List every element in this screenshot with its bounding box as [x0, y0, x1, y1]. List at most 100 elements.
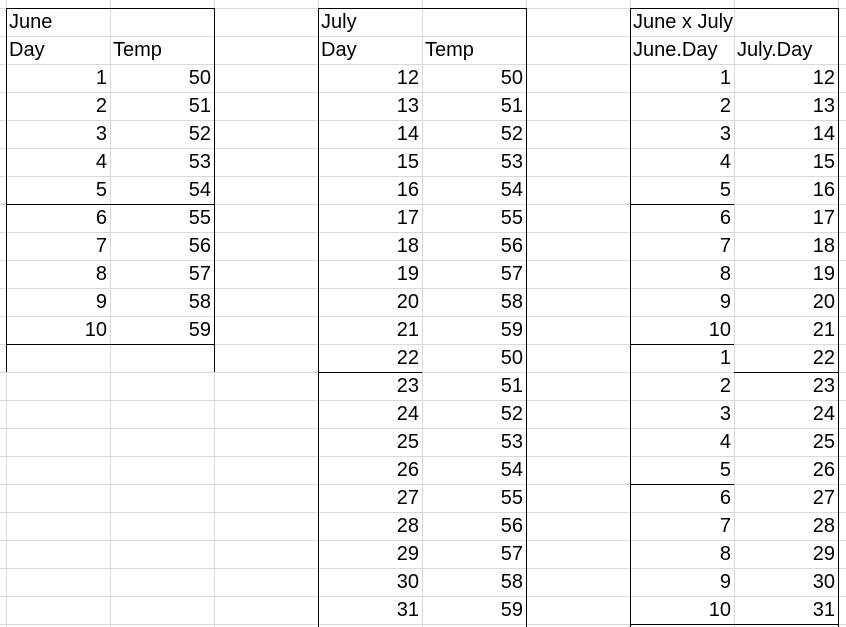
- june-cell[interactable]: 52: [188, 123, 211, 145]
- cross-cell[interactable]: 30: [812, 571, 835, 593]
- july-cell[interactable]: 25: [396, 431, 419, 453]
- july-cell[interactable]: 55: [500, 487, 523, 509]
- cross-cell[interactable]: 8: [719, 543, 731, 565]
- cross-cell[interactable]: 24: [812, 403, 835, 425]
- cross-cell[interactable]: 28: [812, 515, 835, 537]
- june-cell[interactable]: 2: [95, 95, 107, 117]
- july-cell[interactable]: 58: [500, 571, 523, 593]
- july-table-title[interactable]: July: [321, 11, 357, 33]
- july-cell[interactable]: 57: [500, 263, 523, 285]
- cross-cell[interactable]: 16: [812, 179, 835, 201]
- july-cell[interactable]: 22: [396, 347, 419, 369]
- cross-cell[interactable]: 22: [812, 347, 835, 369]
- july-cell[interactable]: 28: [396, 515, 419, 537]
- cross-cell[interactable]: 20: [812, 291, 835, 313]
- cross-cell[interactable]: 5: [719, 179, 731, 201]
- july-cell[interactable]: 53: [500, 151, 523, 173]
- july-header-col1[interactable]: Day: [321, 39, 357, 61]
- june-cell[interactable]: 51: [188, 95, 211, 117]
- cross-cell[interactable]: 2: [719, 95, 731, 117]
- july-cell[interactable]: 23: [396, 375, 419, 397]
- july-cell[interactable]: 21: [396, 319, 419, 341]
- june-cell[interactable]: 3: [95, 123, 107, 145]
- cross-cell[interactable]: 7: [719, 515, 731, 537]
- july-cell[interactable]: 26: [396, 459, 419, 481]
- july-cell[interactable]: 16: [396, 179, 419, 201]
- july-cell[interactable]: 51: [500, 375, 523, 397]
- june-cell[interactable]: 5: [95, 179, 107, 201]
- july-cell[interactable]: 54: [500, 459, 523, 481]
- cross-cell[interactable]: 8: [719, 263, 731, 285]
- july-cell[interactable]: 20: [396, 291, 419, 313]
- cross-table-title[interactable]: June x July: [633, 11, 734, 33]
- june-cell[interactable]: 1: [95, 67, 107, 89]
- july-cell[interactable]: 54: [500, 179, 523, 201]
- cross-cell[interactable]: 12: [812, 67, 835, 89]
- june-cell[interactable]: 56: [188, 235, 211, 257]
- july-cell[interactable]: 31: [396, 599, 419, 621]
- cross-cell[interactable]: 15: [812, 151, 835, 173]
- june-cell[interactable]: 8: [95, 263, 107, 285]
- cross-cell[interactable]: 4: [719, 431, 731, 453]
- june-cell[interactable]: 50: [188, 67, 211, 89]
- cross-cell[interactable]: 26: [812, 459, 835, 481]
- cross-header-col1[interactable]: June.Day: [633, 39, 718, 61]
- cross-cell[interactable]: 2: [719, 375, 731, 397]
- july-cell[interactable]: 50: [500, 347, 523, 369]
- cross-cell[interactable]: 14: [812, 123, 835, 145]
- july-cell[interactable]: 57: [500, 543, 523, 565]
- cross-cell[interactable]: 9: [719, 291, 731, 313]
- june-cell[interactable]: 6: [95, 207, 107, 229]
- july-cell[interactable]: 51: [500, 95, 523, 117]
- cross-cell[interactable]: 1: [719, 347, 731, 369]
- june-cell[interactable]: 54: [188, 179, 211, 201]
- cross-cell[interactable]: 9: [719, 571, 731, 593]
- july-cell[interactable]: 13: [396, 95, 419, 117]
- june-cell[interactable]: 53: [188, 151, 211, 173]
- cross-cell[interactable]: 17: [812, 207, 835, 229]
- july-cell[interactable]: 52: [500, 123, 523, 145]
- cross-cell[interactable]: 29: [812, 543, 835, 565]
- july-cell[interactable]: 12: [396, 67, 419, 89]
- cross-cell[interactable]: 6: [719, 487, 731, 509]
- june-header-col2[interactable]: Temp: [113, 39, 162, 61]
- cross-cell[interactable]: 7: [719, 235, 731, 257]
- july-cell[interactable]: 27: [396, 487, 419, 509]
- cross-cell[interactable]: 4: [719, 151, 731, 173]
- cross-cell[interactable]: 21: [812, 319, 835, 341]
- july-cell[interactable]: 15: [396, 151, 419, 173]
- june-cell[interactable]: 10: [84, 319, 107, 341]
- june-cell[interactable]: 9: [95, 291, 107, 313]
- july-cell[interactable]: 19: [396, 263, 419, 285]
- june-cell[interactable]: 59: [188, 319, 211, 341]
- june-cell[interactable]: 4: [95, 151, 107, 173]
- july-cell[interactable]: 52: [500, 403, 523, 425]
- july-cell[interactable]: 55: [500, 207, 523, 229]
- july-cell[interactable]: 50: [500, 67, 523, 89]
- july-cell[interactable]: 58: [500, 291, 523, 313]
- june-cell[interactable]: 58: [188, 291, 211, 313]
- cross-cell[interactable]: 10: [708, 319, 731, 341]
- july-cell[interactable]: 56: [500, 515, 523, 537]
- july-cell[interactable]: 18: [396, 235, 419, 257]
- cross-cell[interactable]: 25: [812, 431, 835, 453]
- july-cell[interactable]: 53: [500, 431, 523, 453]
- cross-cell[interactable]: 19: [812, 263, 835, 285]
- cross-cell[interactable]: 1: [719, 67, 731, 89]
- cross-cell[interactable]: 3: [719, 403, 731, 425]
- cross-cell[interactable]: 3: [719, 123, 731, 145]
- june-header-col1[interactable]: Day: [9, 39, 45, 61]
- cross-cell[interactable]: 31: [812, 599, 835, 621]
- july-cell[interactable]: 14: [396, 123, 419, 145]
- june-cell[interactable]: 57: [188, 263, 211, 285]
- july-cell[interactable]: 59: [500, 599, 523, 621]
- july-cell[interactable]: 30: [396, 571, 419, 593]
- july-cell[interactable]: 29: [396, 543, 419, 565]
- cross-cell[interactable]: 13: [812, 95, 835, 117]
- july-cell[interactable]: 24: [396, 403, 419, 425]
- cross-cell[interactable]: 10: [708, 599, 731, 621]
- june-cell[interactable]: 7: [95, 235, 107, 257]
- cross-header-col2[interactable]: July.Day: [737, 39, 813, 61]
- cross-cell[interactable]: 5: [719, 459, 731, 481]
- cross-cell[interactable]: 6: [719, 207, 731, 229]
